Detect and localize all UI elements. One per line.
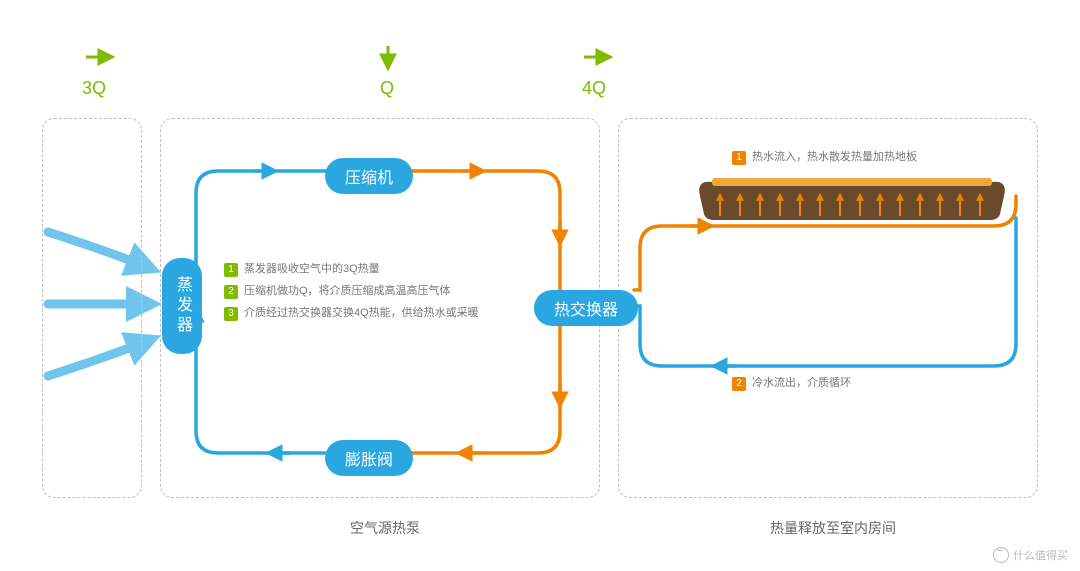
node-exchanger: 热交换器: [534, 290, 638, 326]
watermark-text: 什么值得买: [1013, 547, 1068, 563]
note-text: 冷水流出，介质循环: [752, 377, 851, 389]
note-text: 热水流入，热水散发热量加热地板: [752, 151, 917, 163]
process-notes: 1 蒸发器吸收空气中的3Q热量 2 压缩机做功Q，将介质压缩成高温高压气体 3 介质经…: [224, 258, 479, 324]
node-expansion: 膨胀阀: [325, 440, 413, 476]
caption-heat-pump: 空气源热泵: [350, 518, 420, 538]
note-row: 2 压缩机做功Q，将介质压缩成高温高压气体: [224, 280, 479, 302]
note-number: 3: [224, 307, 238, 321]
top-arrows: [86, 46, 608, 66]
smile-icon: [993, 547, 1009, 563]
note-number: 1: [732, 151, 746, 165]
top-label-4q: 4Q: [582, 78, 606, 99]
note-cold-water: 2 冷水流出，介质循环: [732, 374, 851, 391]
note-text: 介质经过热交换器交换4Q热能，供给热水或采暖: [244, 307, 479, 319]
node-evaporator: 蒸发器: [162, 258, 202, 354]
note-number: 2: [224, 285, 238, 299]
note-number: 1: [224, 263, 238, 277]
caption-room: 热量释放至室内房间: [770, 518, 896, 538]
top-label-3q: 3Q: [82, 78, 106, 99]
node-compressor: 压缩机: [325, 158, 413, 194]
top-label-q: Q: [380, 78, 394, 99]
box-air-intake: [42, 118, 142, 498]
note-number: 2: [732, 377, 746, 391]
note-text: 压缩机做功Q，将介质压缩成高温高压气体: [244, 285, 451, 297]
note-row: 3 介质经过热交换器交换4Q热能，供给热水或采暖: [224, 302, 479, 324]
box-room: [618, 118, 1038, 498]
note-hot-water: 1 热水流入，热水散发热量加热地板: [732, 148, 917, 165]
watermark: 什么值得买: [993, 547, 1068, 563]
note-row: 1 蒸发器吸收空气中的3Q热量: [224, 258, 479, 280]
note-text: 蒸发器吸收空气中的3Q热量: [244, 263, 380, 275]
